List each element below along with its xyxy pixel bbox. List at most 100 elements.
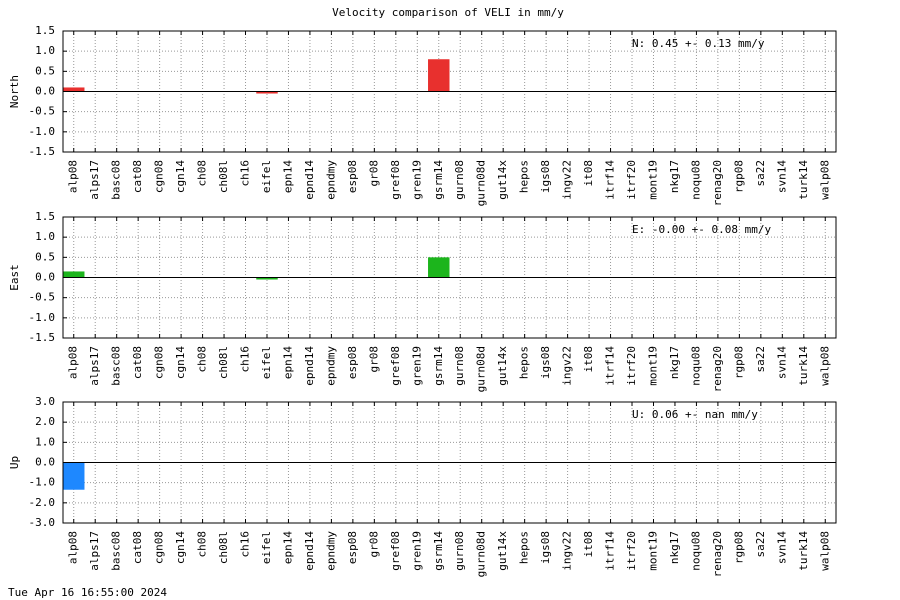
x-tick-label: cgn14 [174, 160, 187, 193]
x-tick-label: cgn14 [174, 531, 187, 564]
y-tick-label: -0.5 [29, 291, 56, 304]
x-tick-label: epnd14 [303, 531, 316, 571]
y-tick-label: -3.0 [29, 516, 56, 529]
y-tick-label: -1.0 [29, 125, 56, 138]
x-tick-label: gurn08 [453, 346, 466, 386]
x-tick-label: epndmy [324, 160, 337, 200]
x-tick-label: walp08 [818, 160, 831, 200]
panel: -3.0 -2.0 -1.0 0.0 1.0 2.0 3.0 alp08 alps17 basc0… [8, 395, 837, 577]
x-tick-label: sa22 [754, 160, 767, 187]
x-tick-label: mont19 [646, 160, 659, 200]
y-tick-label: -1.0 [29, 476, 56, 489]
x-tick-label: cgn08 [153, 531, 166, 564]
bar [63, 462, 85, 490]
x-tick-label: cat08 [131, 160, 144, 193]
x-tick-label: alp08 [67, 531, 80, 564]
x-tick-label: noqu08 [689, 531, 702, 571]
x-tick-label: gren19 [410, 160, 423, 200]
annotation: U: 0.06 +- nan mm/y [632, 408, 758, 421]
x-tick-label: esp08 [346, 531, 359, 564]
figure-title: Velocity comparison of VELI in mm/y [332, 6, 564, 19]
x-tick-label: ch08 [196, 531, 209, 558]
x-tick-label: ingv22 [561, 160, 574, 200]
x-tick-label: gr08 [367, 160, 380, 187]
x-tick-label: hepos [518, 531, 531, 564]
x-tick-label: gsrm14 [432, 531, 445, 571]
timestamp: Tue Apr 16 16:55:00 2024 [8, 586, 167, 599]
x-tick-label: epndmy [324, 531, 337, 571]
x-tick-label: ingv22 [561, 531, 574, 571]
y-tick-label: 1.0 [35, 44, 55, 57]
x-tick-label: itrf14 [604, 531, 617, 571]
x-tick-label: igs08 [539, 160, 552, 193]
x-tick-label: gref08 [389, 531, 402, 571]
x-tick-label: cat08 [131, 346, 144, 379]
x-tick-label: igs08 [539, 531, 552, 564]
x-tick-label: it08 [582, 160, 595, 187]
x-tick-label: it08 [582, 531, 595, 558]
annotation: E: -0.00 +- 0.08 mm/y [632, 223, 771, 236]
x-tick-label: ch16 [239, 346, 252, 373]
x-tick-label: mont19 [646, 531, 659, 571]
x-tick-label: nkg17 [668, 531, 681, 564]
x-tick-label: alps17 [88, 160, 101, 200]
x-tick-label: igs08 [539, 346, 552, 379]
x-tick-label: walp08 [818, 531, 831, 571]
y-tick-label: 1.5 [35, 210, 55, 223]
y-tick-label: 2.0 [35, 415, 55, 428]
x-tick-label: sa22 [754, 531, 767, 558]
bar [63, 271, 85, 278]
x-tick-label: gr08 [367, 531, 380, 558]
x-tick-label: esp08 [346, 160, 359, 193]
x-tick-label: gurn08 [453, 531, 466, 571]
plot-frame [62, 401, 837, 524]
x-tick-label: gren19 [410, 531, 423, 571]
x-tick-label: gut14x [496, 346, 509, 386]
x-tick-label: ch08 [196, 160, 209, 187]
x-tick-label: epnd14 [303, 160, 316, 200]
plot-frame [62, 30, 837, 153]
x-tick-label: svn14 [775, 160, 788, 193]
x-tick-label: ch08l [217, 531, 230, 564]
x-tick-label: gref08 [389, 160, 402, 200]
x-tick-label: ch08l [217, 346, 230, 379]
x-tick-label: ch08l [217, 160, 230, 193]
x-tick-label: cgn08 [153, 160, 166, 193]
x-tick-label: renag20 [711, 346, 724, 392]
x-tick-label: cgn14 [174, 346, 187, 379]
x-tick-label: ch16 [239, 531, 252, 558]
x-tick-label: mont19 [646, 346, 659, 386]
x-tick-label: cat08 [131, 531, 144, 564]
x-tick-label: gurn08d [475, 346, 488, 392]
x-tick-label: hepos [518, 346, 531, 379]
x-tick-label: epnd14 [303, 346, 316, 386]
y-tick-label: 1.0 [35, 230, 55, 243]
x-tick-label: epn14 [281, 160, 294, 193]
x-tick-label: sa22 [754, 346, 767, 373]
x-tick-label: eifel [260, 531, 273, 564]
y-axis-label: Up [8, 456, 21, 469]
panel: -1.5 -1.0 -0.5 0.0 0.5 1.0 1.5 alp08 alps17 basc0… [8, 24, 837, 206]
x-tick-label: turk14 [797, 346, 810, 386]
bar [256, 277, 278, 280]
x-tick-label: rgp08 [732, 160, 745, 193]
x-tick-label: itrf20 [625, 160, 638, 200]
annotation: N: 0.45 +- 0.13 mm/y [632, 37, 765, 50]
y-tick-label: 1.5 [35, 24, 55, 37]
bar [256, 91, 278, 94]
x-tick-label: epn14 [281, 531, 294, 564]
x-tick-label: gut14x [496, 531, 509, 571]
x-tick-label: eifel [260, 160, 273, 193]
x-tick-label: ingv22 [561, 346, 574, 386]
x-tick-label: rgp08 [732, 531, 745, 564]
y-tick-label: 0.0 [35, 456, 55, 469]
y-tick-label: 0.5 [35, 64, 55, 77]
x-tick-label: esp08 [346, 346, 359, 379]
x-tick-label: gref08 [389, 346, 402, 386]
y-axis-label: North [8, 75, 21, 108]
x-tick-label: alp08 [67, 160, 80, 193]
y-tick-label: 0.0 [35, 271, 55, 284]
x-tick-label: gurn08d [475, 160, 488, 206]
y-tick-label: -1.0 [29, 311, 56, 324]
